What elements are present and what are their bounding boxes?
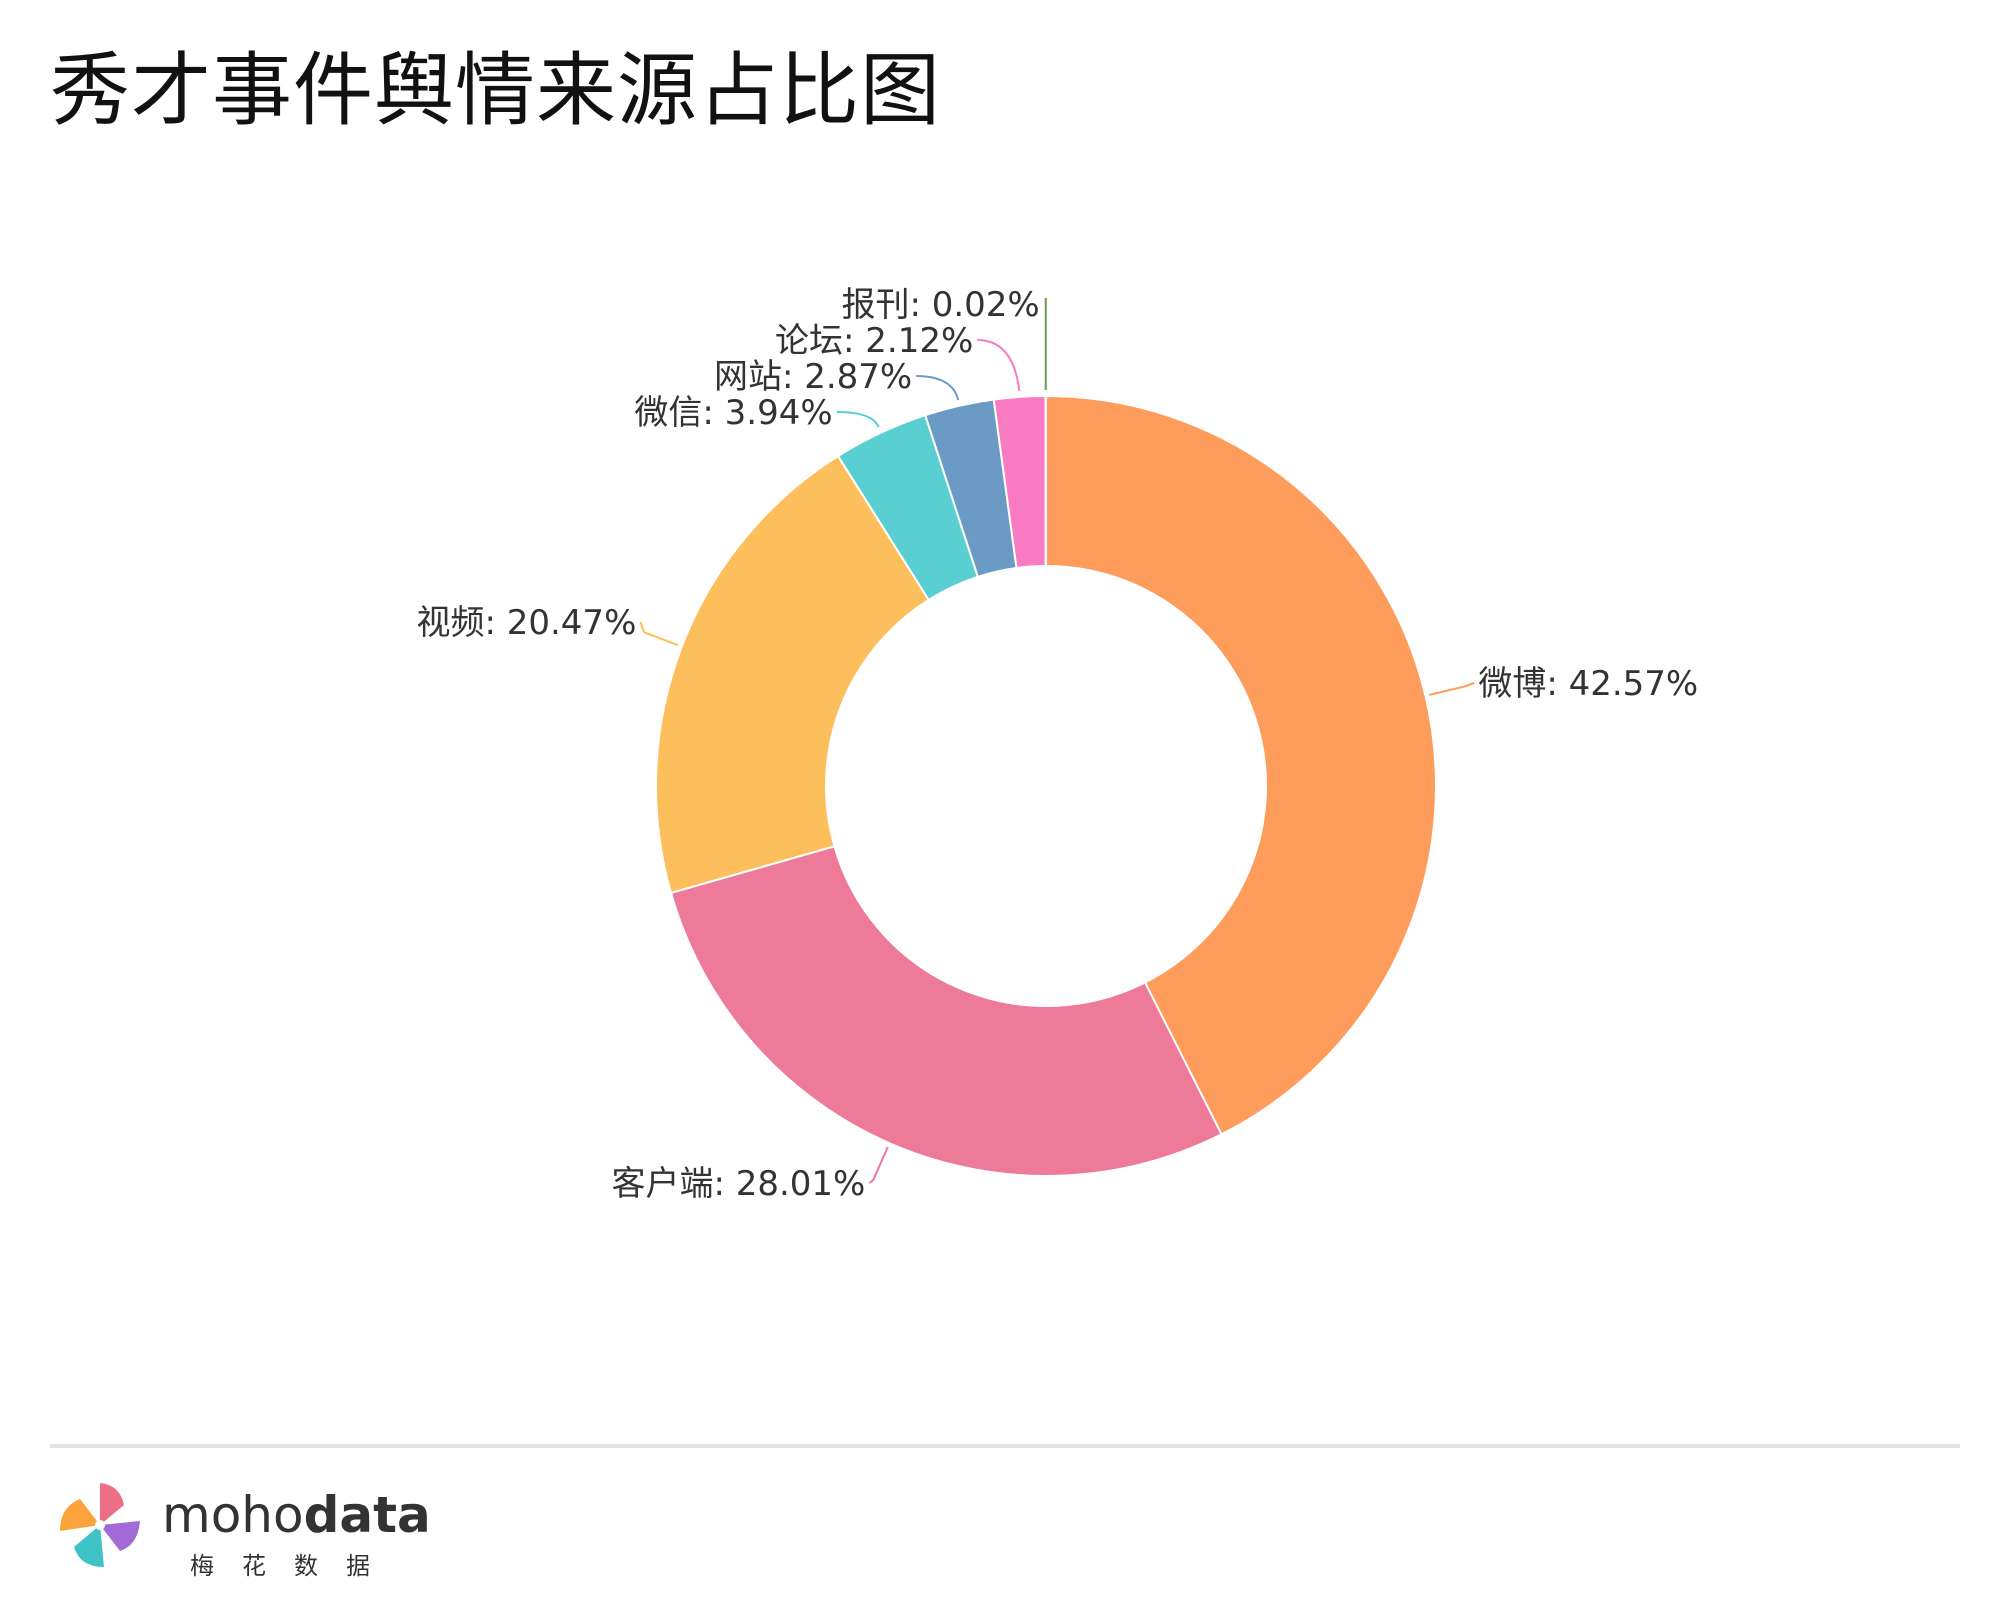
slice-label-客户端: 客户端: 28.01% <box>611 1164 865 1204</box>
leader-line-微信 <box>836 411 880 428</box>
leader-line-网站 <box>916 375 960 401</box>
slice-label-论坛: 论坛: 2.12% <box>775 321 973 361</box>
slice-视频 <box>655 454 931 895</box>
brand-logo: mohodata 梅花数据 <box>50 1475 450 1585</box>
labels-group: 微博: 42.57% 客户端: 28.01% 视频: 20.47% 微信: 3.94%… <box>416 285 1698 1204</box>
brand-wordmark: mohodata <box>162 1485 431 1545</box>
slice-微博 <box>1045 394 1437 1136</box>
slice-label-微博: 微博: 42.57% <box>1478 664 1698 704</box>
slice-label-报刊: 报刊: 0.02% <box>841 285 1039 325</box>
slice-label-网站: 网站: 2.87% <box>714 357 912 397</box>
leader-lines-group <box>639 298 1475 1184</box>
slice-客户端 <box>669 845 1223 1177</box>
pinwheel-logo-icon <box>60 1483 140 1567</box>
brand-wordmark-bold: data <box>303 1486 431 1544</box>
brand-subtitle: 梅花数据 <box>190 1552 398 1580</box>
leader-line-视频 <box>639 621 679 647</box>
slices-group <box>655 394 1437 1177</box>
chart-title: 秀才事件舆情来源占比图 <box>50 44 941 137</box>
leader-line-论坛 <box>977 339 1021 392</box>
leader-line-微博 <box>1429 682 1475 696</box>
slice-label-微信: 微信: 3.94% <box>634 393 832 433</box>
leader-line-客户端 <box>868 1146 889 1184</box>
brand-wordmark-light: moho <box>162 1486 304 1544</box>
footer-divider <box>50 1444 1960 1448</box>
slice-label-视频: 视频: 20.47% <box>416 603 636 643</box>
